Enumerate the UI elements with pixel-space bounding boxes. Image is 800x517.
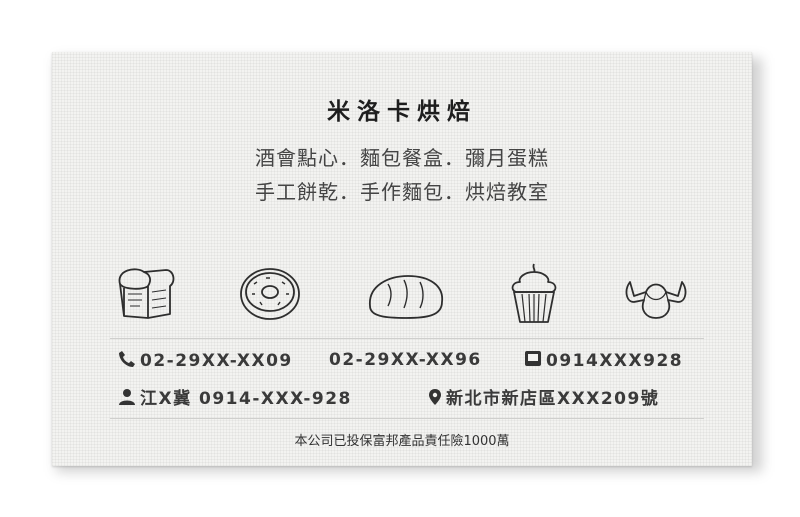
services-line-1: 酒會點心．麵包餐盒．彌月蛋糕: [255, 146, 549, 170]
divider-bottom: [110, 418, 704, 419]
phone-row: 02-29XX-XX09: [118, 350, 293, 371]
services-line-2: 手工餅乾．手作麵包．烘焙教室: [255, 180, 549, 204]
mobile-row: 0914XXX928: [524, 350, 683, 371]
location-pin-icon: [429, 389, 441, 405]
person-icon: [119, 389, 135, 405]
bread-loaf-icon: [369, 275, 443, 319]
address-row: 新北市新店區XXX209號: [428, 384, 659, 409]
contact-person: 江X冀 0914-XXX-928: [140, 389, 352, 409]
bakery-icons: [52, 260, 752, 340]
mobile-number: 0914XXX928: [546, 351, 684, 371]
cupcake-icon: [511, 263, 557, 323]
toast-bread-icon: [118, 268, 175, 319]
croissant-icon: [625, 281, 687, 319]
contact-row: 江X冀 0914-XXX-928: [118, 384, 352, 409]
divider-top: [110, 338, 704, 339]
phone-number: 02-29XX-XX09: [140, 351, 293, 371]
phone-icon: [119, 351, 135, 367]
fax-number: 02-29XX-XX96: [329, 350, 482, 370]
chat-icon: [525, 351, 541, 366]
donut-icon: [240, 268, 300, 320]
address: 新北市新店區XXX209號: [446, 389, 660, 409]
company-name: 米洛卡烘焙: [327, 98, 477, 125]
business-card: 米洛卡烘焙 酒會點心．麵包餐盒．彌月蛋糕 手工餅乾．手作麵包．烘焙教室: [52, 52, 752, 466]
footer-note: 本公司已投保富邦產品責任險1000萬: [294, 434, 510, 449]
